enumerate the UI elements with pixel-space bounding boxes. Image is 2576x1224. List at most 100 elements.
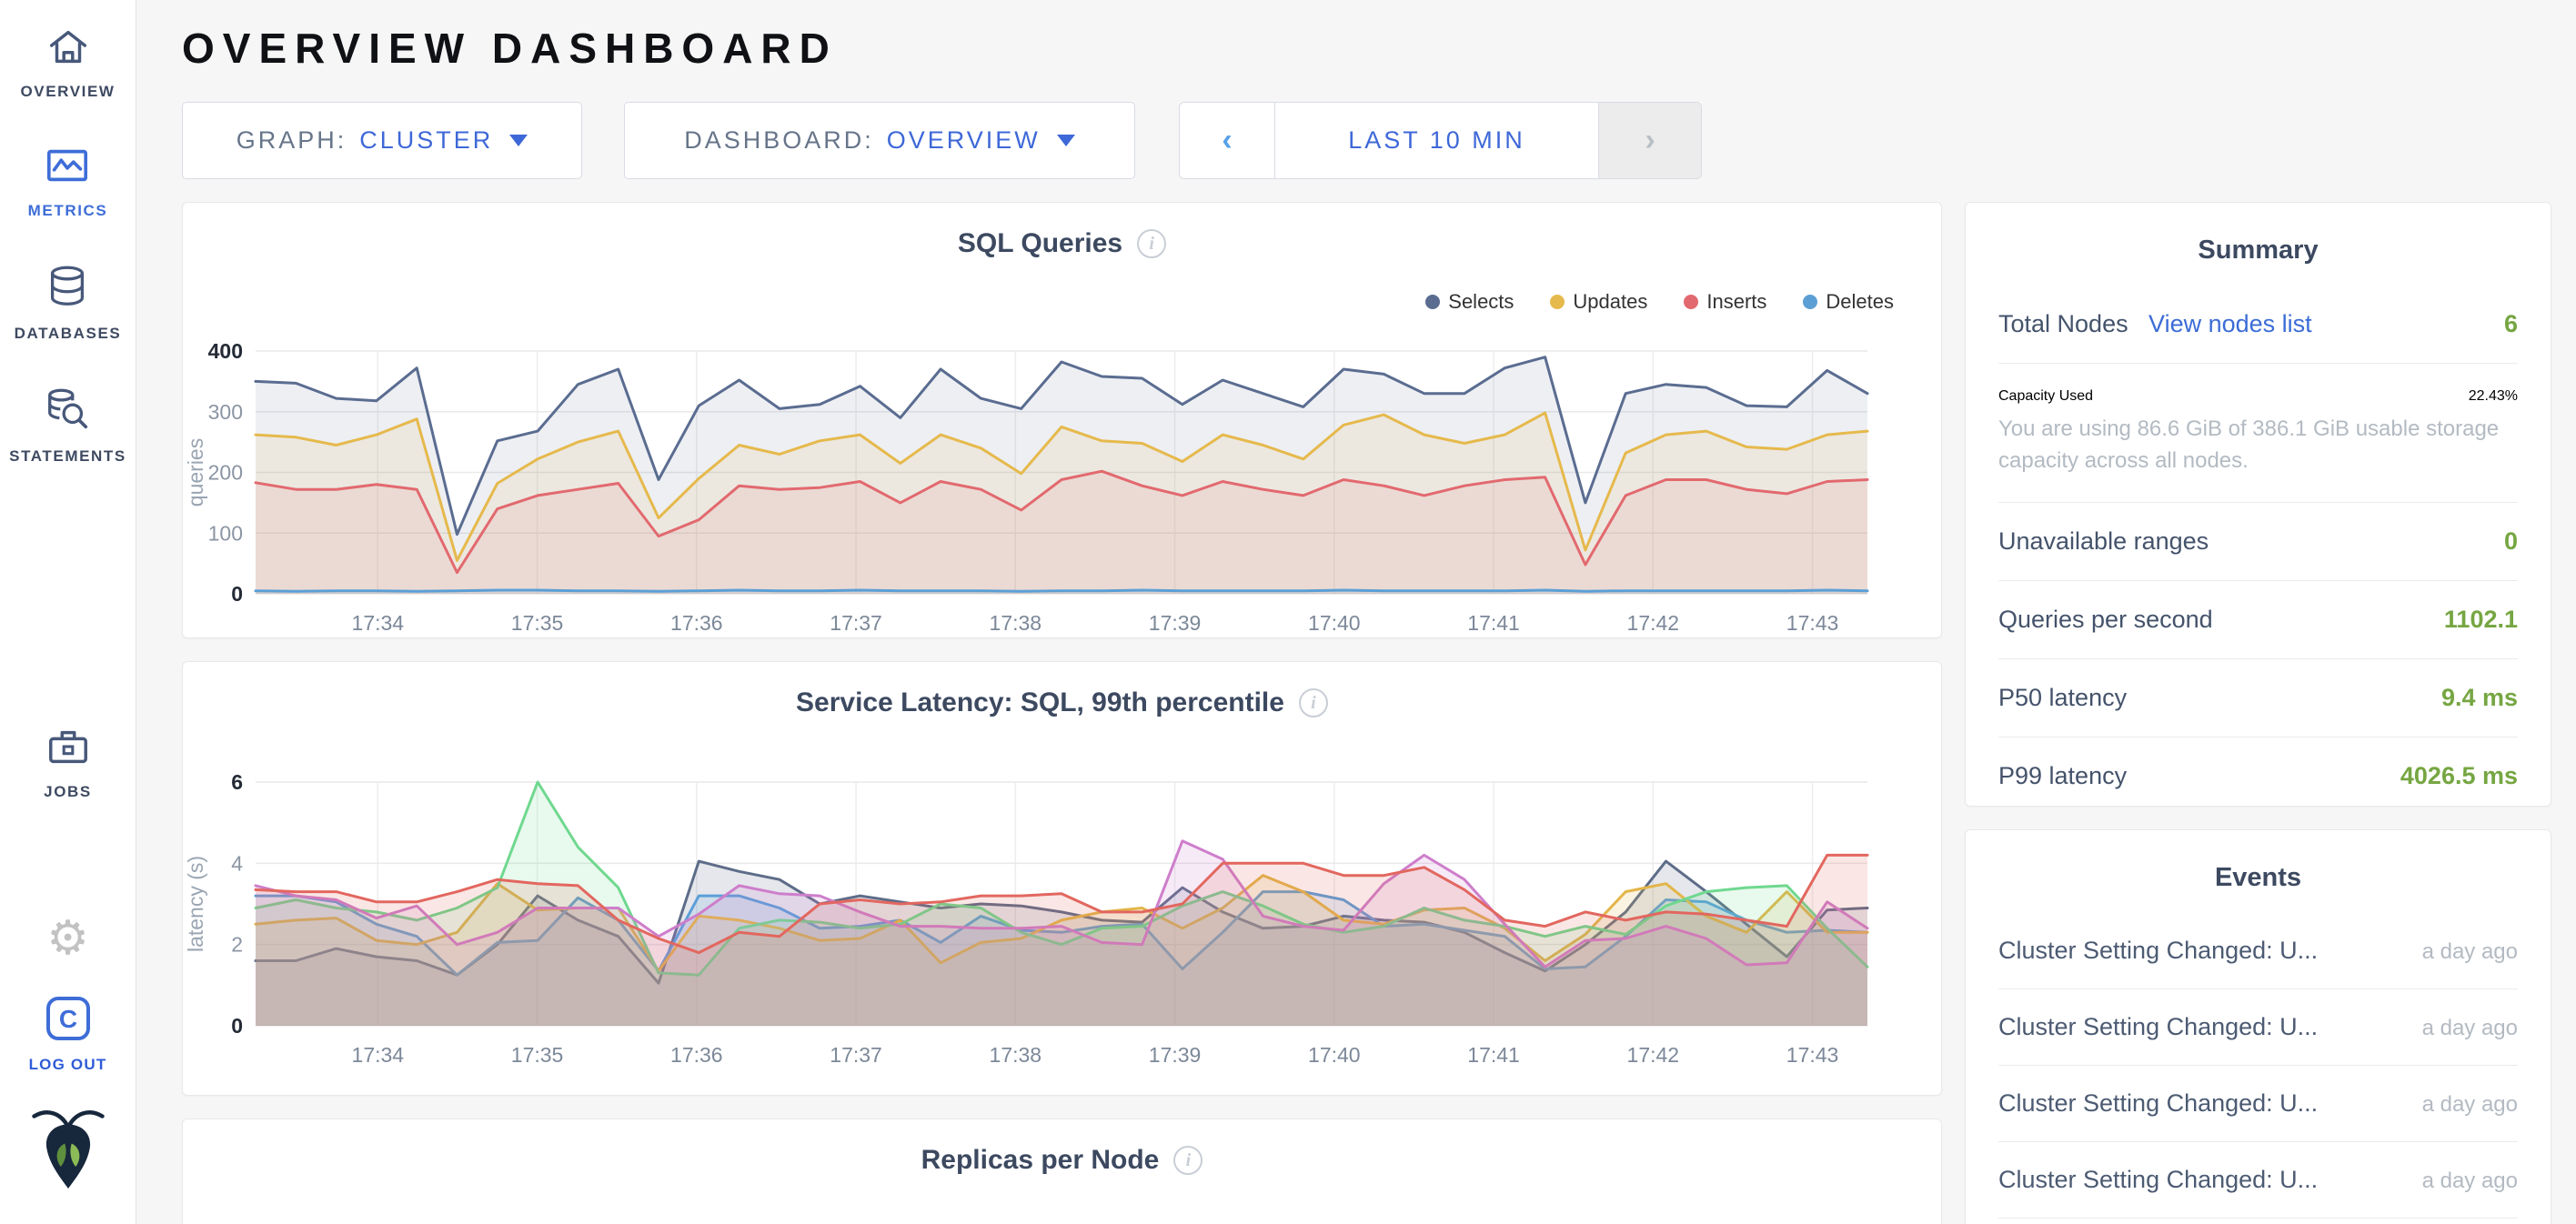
event-time: a day ago — [2421, 1092, 2518, 1117]
legend-label: Inserts — [1706, 290, 1767, 313]
events-panel: Events Cluster Setting Changed: U... a d… — [1965, 829, 2551, 1224]
qps-value: 1102.1 — [2443, 605, 2518, 633]
logout-label: LOG OUT — [28, 1056, 107, 1073]
chevron-down-icon — [1056, 135, 1075, 146]
time-window-selector: ‹ LAST 10 MIN › — [1179, 102, 1702, 179]
svg-text:17:36: 17:36 — [670, 611, 723, 635]
svg-text:100: 100 — [208, 521, 243, 545]
svg-text:17:43: 17:43 — [1786, 611, 1839, 635]
database-icon — [43, 262, 92, 316]
time-next-button[interactable]: › — [1598, 103, 1701, 178]
cockroachdb-logo[interactable] — [26, 1107, 110, 1199]
sql-queries-chart-card: SQL Queries Selects Updates Inserts Deletes… — [182, 202, 1942, 638]
legend-dot — [1684, 295, 1699, 309]
summary-row-p50: P50 latency 9.4 ms — [1998, 659, 2518, 737]
graph-dropdown[interactable]: GRAPH: CLUSTER — [182, 102, 582, 179]
sidebar-item-statements[interactable]: STATEMENTS — [9, 385, 126, 466]
sidebar-item-databases[interactable]: DATABASES — [15, 262, 122, 343]
legend-item-updates[interactable]: Updates — [1550, 290, 1647, 314]
svg-text:4: 4 — [231, 851, 243, 875]
svg-text:17:39: 17:39 — [1149, 1043, 1202, 1067]
legend-item-inserts[interactable]: Inserts — [1684, 290, 1766, 314]
replicas-per-node-chart-card: Replicas per Node 17:3417:3517:3617:3717… — [182, 1119, 1942, 1224]
summary-panel: Summary Total Nodes View nodes list 6 Ca… — [1965, 202, 2551, 807]
dashboard-dropdown-label: DASHBOARD: — [684, 126, 874, 154]
info-icon[interactable] — [1137, 229, 1167, 258]
summary-title: Summary — [2198, 236, 2319, 265]
sql-queries-chart: 17:34 17:35 17:36 17:37 17:38 17:39 17:40 17:41… — [184, 339, 1869, 635]
total-nodes-value: 6 — [2503, 310, 2518, 337]
info-icon[interactable] — [1298, 688, 1328, 717]
svg-text:C: C — [58, 1005, 76, 1033]
legend-item-selects[interactable]: Selects — [1425, 290, 1514, 314]
gear-icon[interactable]: ⚙ — [46, 912, 89, 965]
svg-text:200: 200 — [208, 461, 243, 485]
view-nodes-list-link[interactable]: View nodes list — [2148, 310, 2312, 337]
charts-column: SQL Queries Selects Updates Inserts Deletes… — [182, 202, 1942, 1224]
event-time: a day ago — [2421, 939, 2518, 964]
p99-latency-value: 4026.5 ms — [2400, 761, 2518, 789]
page-title: OVERVIEW DASHBOARD — [182, 25, 838, 72]
right-column: Summary Total Nodes View nodes list 6 Ca… — [1965, 202, 2551, 1224]
sidebar-item-jobs[interactable]: JOBS — [44, 724, 93, 801]
cockroach-c-icon: C — [43, 993, 94, 1048]
svg-text:17:42: 17:42 — [1627, 611, 1680, 635]
sidebar-item-label: STATEMENTS — [9, 447, 126, 465]
event-row: Cluster Setting Changed: U... a day ago — [1998, 989, 2518, 1066]
svg-text:6: 6 — [231, 770, 243, 794]
svg-text:17:42: 17:42 — [1627, 1043, 1680, 1067]
svg-text:17:35: 17:35 — [511, 1043, 564, 1067]
info-icon[interactable] — [1173, 1146, 1203, 1175]
legend-dot — [1550, 295, 1565, 309]
svg-text:400: 400 — [208, 339, 243, 363]
summary-row-unavailable-ranges: Unavailable ranges 0 — [1998, 503, 2518, 581]
svg-text:17:36: 17:36 — [670, 1043, 723, 1067]
sidebar-item-label: OVERVIEW — [20, 83, 116, 100]
sidebar: OVERVIEW METRICS DATABASES — [0, 0, 136, 1224]
legend-item-deletes[interactable]: Deletes — [1803, 290, 1894, 314]
svg-text:17:40: 17:40 — [1308, 611, 1361, 635]
event-row: Cluster Setting Changed: U... a day ago — [1998, 1066, 2518, 1142]
svg-text:17:41: 17:41 — [1467, 1043, 1520, 1067]
service-latency-chart: 17:34 17:35 17:36 17:37 17:38 17:39 17:40 17:41… — [184, 770, 1869, 1067]
chart-title: Service Latency: SQL, 99th percentile — [796, 687, 1284, 717]
svg-text:17:37: 17:37 — [830, 611, 882, 635]
event-text: Cluster Setting Changed: U... — [1998, 1089, 2319, 1117]
capacity-used-value: 22.43% — [2468, 388, 2518, 404]
svg-text:17:34: 17:34 — [352, 611, 405, 635]
summary-row-capacity: Capacity Used 22.43% You are using 86.6 … — [1998, 364, 2518, 503]
legend-label: Deletes — [1826, 290, 1894, 313]
legend-dot — [1425, 295, 1441, 309]
svg-text:0: 0 — [231, 1014, 243, 1038]
summary-row-qps: Queries per second 1102.1 — [1998, 581, 2518, 659]
svg-text:queries: queries — [184, 438, 207, 507]
svg-text:latency (s): latency (s) — [184, 856, 207, 952]
sidebar-item-metrics[interactable]: METRICS — [28, 143, 108, 220]
events-title: Events — [2214, 863, 2302, 892]
time-prev-button[interactable]: ‹ — [1180, 103, 1275, 178]
legend-label: Selects — [1448, 290, 1514, 313]
svg-text:17:43: 17:43 — [1786, 1043, 1839, 1067]
graph-dropdown-label: GRAPH: — [236, 126, 347, 154]
sidebar-item-overview[interactable]: OVERVIEW — [20, 24, 115, 101]
time-range-label[interactable]: LAST 10 MIN — [1348, 126, 1525, 154]
graph-dropdown-value: CLUSTER — [359, 126, 494, 154]
briefcase-icon — [44, 724, 93, 774]
capacity-note: You are using 86.6 GiB of 386.1 GiB usab… — [1998, 416, 2500, 473]
svg-text:17:38: 17:38 — [990, 611, 1042, 635]
chart-legend: Selects Updates Inserts Deletes — [1389, 290, 1894, 314]
event-row: Cluster Setting Changed: U... a day ago — [1998, 1142, 2518, 1219]
logout-button[interactable]: C LOG OUT — [29, 993, 107, 1074]
legend-dot — [1803, 295, 1818, 309]
dashboard-dropdown[interactable]: DASHBOARD: OVERVIEW — [624, 102, 1135, 179]
event-time: a day ago — [2421, 1169, 2518, 1193]
summary-row-p99: P99 latency 4026.5 ms — [1998, 737, 2518, 815]
home-icon — [44, 24, 93, 74]
total-nodes-label: Total Nodes — [1998, 310, 2128, 337]
event-text: Cluster Setting Changed: U... — [1998, 1013, 2319, 1040]
p50-latency-label: P50 latency — [1998, 683, 2128, 711]
dashboard-dropdown-value: OVERVIEW — [886, 126, 1041, 154]
unavailable-ranges-label: Unavailable ranges — [1998, 527, 2209, 555]
svg-text:17:39: 17:39 — [1149, 611, 1202, 635]
sidebar-item-label: METRICS — [27, 202, 108, 219]
